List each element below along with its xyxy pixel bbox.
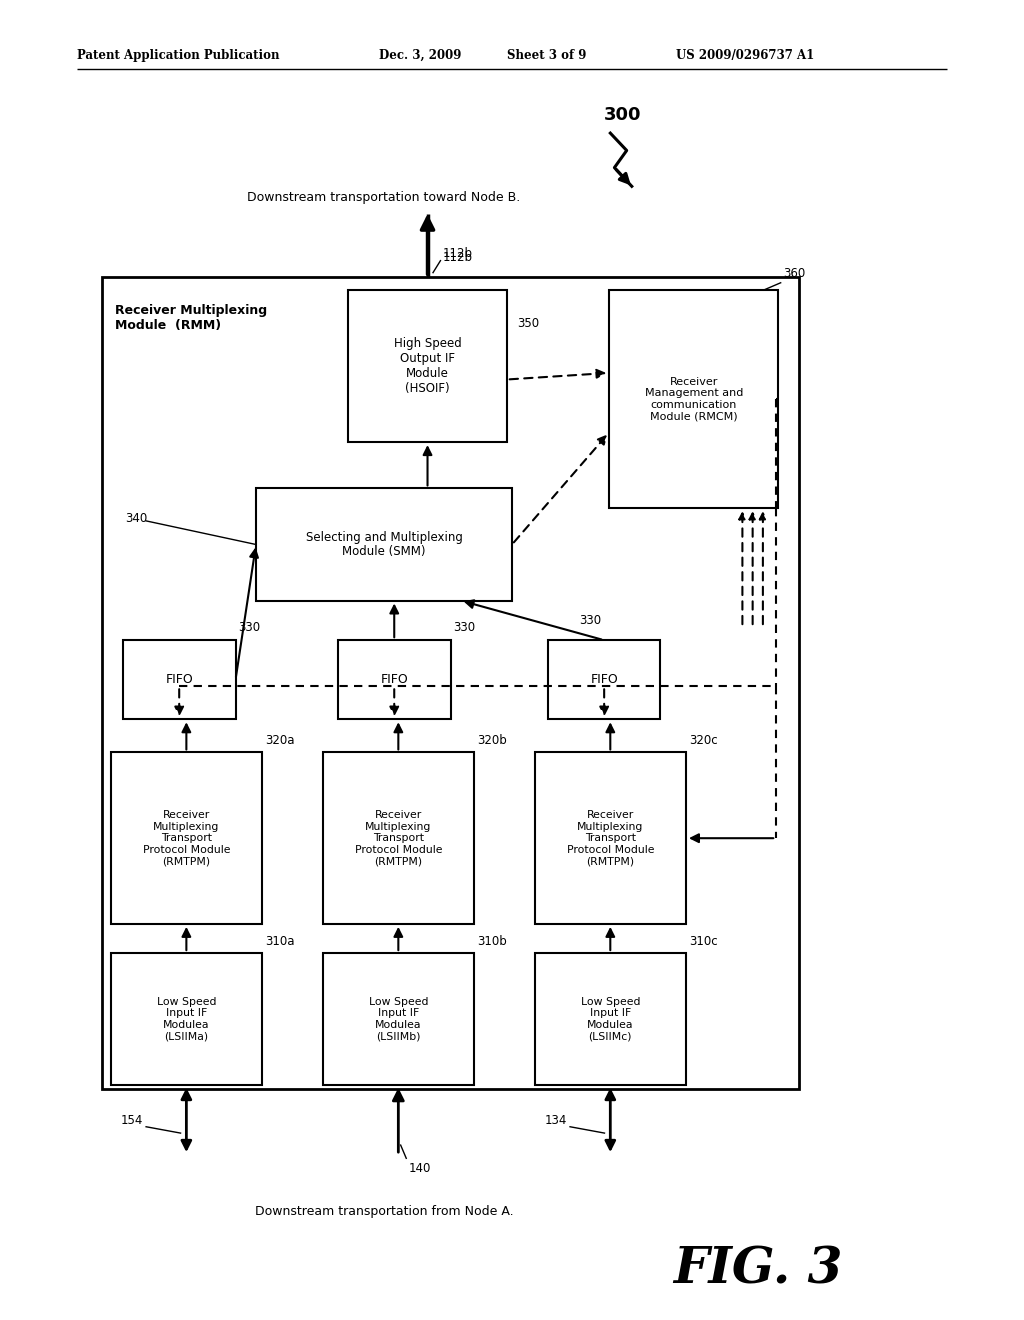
FancyBboxPatch shape [323, 953, 474, 1085]
Text: 340: 340 [125, 512, 147, 524]
Text: 310a: 310a [265, 935, 295, 948]
FancyBboxPatch shape [123, 640, 236, 719]
Text: 310b: 310b [477, 935, 507, 948]
Text: 330: 330 [239, 620, 261, 634]
FancyBboxPatch shape [102, 277, 799, 1089]
FancyBboxPatch shape [256, 488, 512, 601]
Text: 320b: 320b [477, 734, 507, 747]
Text: 310c: 310c [689, 935, 718, 948]
FancyBboxPatch shape [535, 752, 686, 924]
FancyBboxPatch shape [338, 640, 451, 719]
Text: 330: 330 [454, 620, 476, 634]
Text: Receiver
Management and
communication
Module (RMCM): Receiver Management and communication Mo… [644, 378, 743, 421]
FancyBboxPatch shape [535, 953, 686, 1085]
Text: Patent Application Publication: Patent Application Publication [77, 49, 280, 62]
Text: 320a: 320a [265, 734, 295, 747]
Text: Downstream transportation toward Node B.: Downstream transportation toward Node B. [248, 191, 520, 205]
Text: Low Speed
Input IF
Modulea
(LSIIMa): Low Speed Input IF Modulea (LSIIMa) [157, 997, 216, 1041]
Text: High Speed
Output IF
Module
(HSOIF): High Speed Output IF Module (HSOIF) [393, 338, 462, 395]
Text: Dec. 3, 2009: Dec. 3, 2009 [379, 49, 461, 62]
Text: Receiver
Multiplexing
Transport
Protocol Module
(RMTPM): Receiver Multiplexing Transport Protocol… [354, 810, 442, 866]
Text: Low Speed
Input IF
Modulea
(LSIIMb): Low Speed Input IF Modulea (LSIIMb) [369, 997, 428, 1041]
FancyBboxPatch shape [348, 290, 507, 442]
Text: Receiver
Multiplexing
Transport
Protocol Module
(RMTPM): Receiver Multiplexing Transport Protocol… [566, 810, 654, 866]
Text: 360: 360 [783, 267, 806, 280]
FancyBboxPatch shape [111, 752, 262, 924]
FancyBboxPatch shape [609, 290, 778, 508]
Text: Downstream transportation from Node A.: Downstream transportation from Node A. [255, 1205, 513, 1218]
Text: 134: 134 [545, 1114, 567, 1126]
Text: FIFO: FIFO [590, 673, 618, 686]
Text: FIFO: FIFO [165, 673, 194, 686]
FancyBboxPatch shape [548, 640, 660, 719]
Text: Receiver
Multiplexing
Transport
Protocol Module
(RMTPM): Receiver Multiplexing Transport Protocol… [142, 810, 230, 866]
Text: 350: 350 [517, 317, 540, 330]
Text: 320c: 320c [689, 734, 718, 747]
Text: 300: 300 [604, 106, 641, 124]
Text: US 2009/0296737 A1: US 2009/0296737 A1 [676, 49, 814, 62]
Text: Sheet 3 of 9: Sheet 3 of 9 [507, 49, 587, 62]
Text: 330: 330 [579, 614, 601, 627]
Text: FIG. 3: FIG. 3 [673, 1245, 843, 1295]
Text: Selecting and Multiplexing
Module (SMM): Selecting and Multiplexing Module (SMM) [305, 531, 463, 558]
Text: 140: 140 [409, 1162, 431, 1175]
Text: Low Speed
Input IF
Modulea
(LSIIMc): Low Speed Input IF Modulea (LSIIMc) [581, 997, 640, 1041]
FancyBboxPatch shape [323, 752, 474, 924]
Text: FIFO: FIFO [380, 673, 409, 686]
Text: 112b: 112b [443, 247, 473, 260]
Text: 154: 154 [121, 1114, 143, 1126]
Text: 112b: 112b [443, 251, 473, 264]
FancyBboxPatch shape [111, 953, 262, 1085]
Text: Receiver Multiplexing
Module  (RMM): Receiver Multiplexing Module (RMM) [115, 304, 267, 331]
